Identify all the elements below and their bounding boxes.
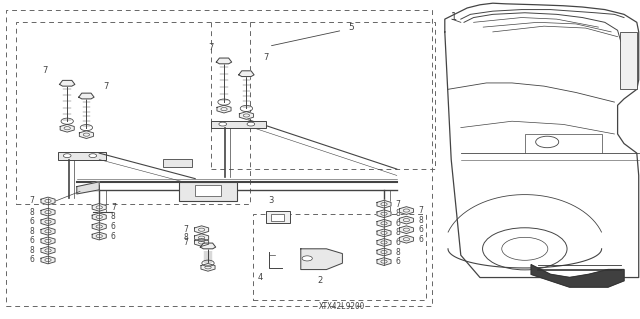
Circle shape <box>89 154 97 158</box>
Polygon shape <box>216 58 232 64</box>
Text: 6: 6 <box>29 217 35 226</box>
Text: 6: 6 <box>29 256 35 264</box>
Polygon shape <box>79 131 93 138</box>
Polygon shape <box>377 258 391 265</box>
Text: 8: 8 <box>418 216 423 225</box>
Text: 8: 8 <box>29 227 35 236</box>
Circle shape <box>219 122 227 126</box>
Polygon shape <box>195 234 209 241</box>
Bar <box>163 159 192 167</box>
Polygon shape <box>217 105 231 113</box>
Polygon shape <box>92 204 106 211</box>
Text: 6: 6 <box>396 257 401 266</box>
Polygon shape <box>60 80 75 86</box>
Polygon shape <box>239 112 253 119</box>
Polygon shape <box>41 247 55 254</box>
Circle shape <box>302 256 312 261</box>
Polygon shape <box>377 200 391 208</box>
FancyBboxPatch shape <box>211 121 266 128</box>
Bar <box>266 211 290 223</box>
Text: 4: 4 <box>257 273 262 282</box>
Text: 7: 7 <box>42 66 47 75</box>
Text: 8: 8 <box>183 233 188 242</box>
Text: 6: 6 <box>29 236 35 245</box>
Bar <box>271 214 284 221</box>
Bar <box>620 32 637 89</box>
Polygon shape <box>77 182 99 194</box>
Text: 1: 1 <box>451 12 458 22</box>
Polygon shape <box>301 249 342 270</box>
Polygon shape <box>41 218 55 226</box>
Text: 5: 5 <box>348 23 353 32</box>
Polygon shape <box>399 226 413 234</box>
Polygon shape <box>201 263 215 271</box>
Polygon shape <box>79 93 94 99</box>
Text: 3: 3 <box>269 197 274 205</box>
Polygon shape <box>377 239 391 246</box>
Polygon shape <box>377 229 391 237</box>
Bar <box>525 134 602 153</box>
Polygon shape <box>399 207 413 214</box>
Text: 7: 7 <box>209 43 214 52</box>
Text: 8: 8 <box>111 212 116 221</box>
Polygon shape <box>531 265 624 287</box>
Polygon shape <box>41 197 55 205</box>
Text: 8: 8 <box>396 228 401 237</box>
Text: 7: 7 <box>103 82 108 91</box>
Polygon shape <box>41 237 55 245</box>
Circle shape <box>247 122 255 126</box>
Text: 8: 8 <box>396 209 401 218</box>
Polygon shape <box>41 208 55 216</box>
Text: 6: 6 <box>396 238 401 247</box>
Text: 6: 6 <box>418 235 423 244</box>
Polygon shape <box>399 216 413 224</box>
Polygon shape <box>399 235 413 243</box>
Text: 7: 7 <box>263 53 268 62</box>
Polygon shape <box>200 243 216 249</box>
Text: 6: 6 <box>418 225 423 234</box>
Circle shape <box>63 154 71 158</box>
Polygon shape <box>41 227 55 235</box>
Polygon shape <box>239 71 254 77</box>
Polygon shape <box>92 213 106 221</box>
Polygon shape <box>92 223 106 230</box>
Bar <box>211 22 435 169</box>
Polygon shape <box>377 210 391 218</box>
Text: XTX42L9200: XTX42L9200 <box>319 302 365 311</box>
Polygon shape <box>195 239 209 246</box>
Text: 7: 7 <box>396 200 401 209</box>
Polygon shape <box>41 256 55 264</box>
Text: 7: 7 <box>183 238 188 247</box>
Text: 2: 2 <box>317 276 323 285</box>
Bar <box>16 22 250 204</box>
Polygon shape <box>377 248 391 256</box>
Bar <box>6 10 432 306</box>
Text: 6: 6 <box>111 222 116 231</box>
Text: 8: 8 <box>396 248 401 256</box>
Polygon shape <box>195 226 209 234</box>
Bar <box>195 185 221 196</box>
Bar <box>179 182 237 201</box>
FancyBboxPatch shape <box>58 152 106 160</box>
Text: 7: 7 <box>418 206 423 215</box>
Text: 6: 6 <box>396 219 401 228</box>
Text: 8: 8 <box>29 246 35 255</box>
Text: 8: 8 <box>29 208 35 217</box>
Bar <box>253 214 426 300</box>
Text: 7: 7 <box>183 225 188 234</box>
Text: 7: 7 <box>111 203 116 212</box>
Polygon shape <box>60 124 74 132</box>
Polygon shape <box>92 232 106 240</box>
Text: 7: 7 <box>29 197 35 205</box>
Polygon shape <box>377 219 391 227</box>
Text: 6: 6 <box>111 232 116 241</box>
